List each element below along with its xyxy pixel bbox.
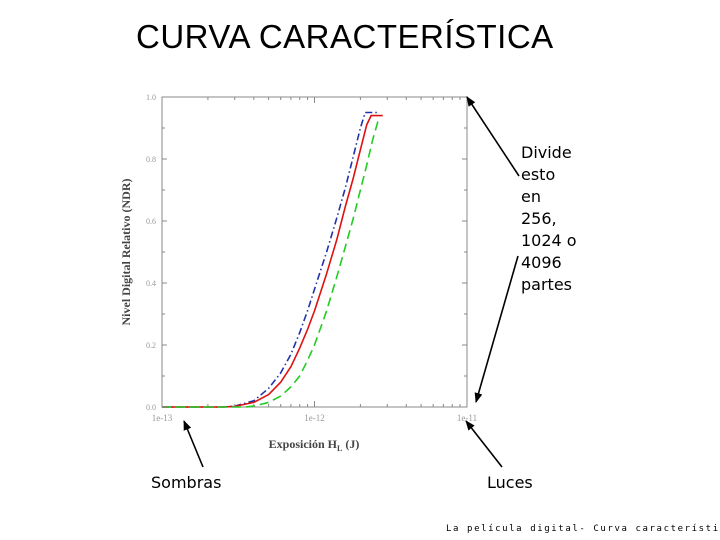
axis-labels-layer: Exposición HL (J) Nivel Digital Relativo …: [119, 179, 359, 453]
callout-line: en: [521, 187, 541, 206]
x-axis-label: Exposición HL (J): [269, 437, 360, 453]
label-shadows: Sombras: [151, 473, 222, 492]
arrows-layer: [183, 96, 520, 468]
ticks-layer: 0.0 0.2 0.4 0.6 0.8 1.0 1e-13 1e-12 1e-11: [146, 93, 477, 423]
y-tick-label: 0.0: [146, 403, 156, 412]
callout-line: esto: [521, 165, 556, 184]
series-line-1: [162, 111, 378, 408]
x-tick-label: 1e-12: [304, 413, 325, 423]
arrow-to-shadows: [183, 420, 204, 468]
plot-frame: [161, 96, 468, 408]
arrow-to-highlights: [465, 420, 503, 468]
label-highlights: Luces: [487, 473, 533, 492]
y-tick-label: 0.6: [146, 217, 156, 226]
series-layer: [162, 111, 383, 408]
y-tick-label: 0.8: [146, 155, 156, 164]
series-line-3: [162, 121, 383, 408]
arrow-to-bottom-right: [474, 255, 519, 403]
series-line-2: [162, 114, 383, 408]
x-tick-label: 1e-13: [152, 413, 173, 423]
arrow-to-top-right: [466, 96, 520, 177]
callout-line: 4096: [521, 253, 562, 272]
callout-line: Divide: [521, 143, 572, 162]
plot-area-border: [161, 96, 468, 408]
x-tick-label: 1e-11: [457, 413, 477, 423]
callout-line: 1024 o: [521, 231, 577, 250]
callout-line: partes: [521, 275, 572, 294]
y-axis-label: Nivel Digital Relativo (NDR): [119, 179, 133, 326]
callout-line: 256,: [521, 209, 557, 228]
y-tick-label: 1.0: [146, 93, 156, 102]
callout-divide-text: Divide esto en 256, 1024 o 4096 partes: [521, 142, 601, 296]
footer-caption: La película digital- Curva característic…: [446, 524, 720, 534]
y-tick-label: 0.4: [146, 279, 156, 288]
slide-title: CURVA CARACTERÍSTICA: [136, 18, 554, 55]
y-tick-label: 0.2: [146, 341, 156, 350]
